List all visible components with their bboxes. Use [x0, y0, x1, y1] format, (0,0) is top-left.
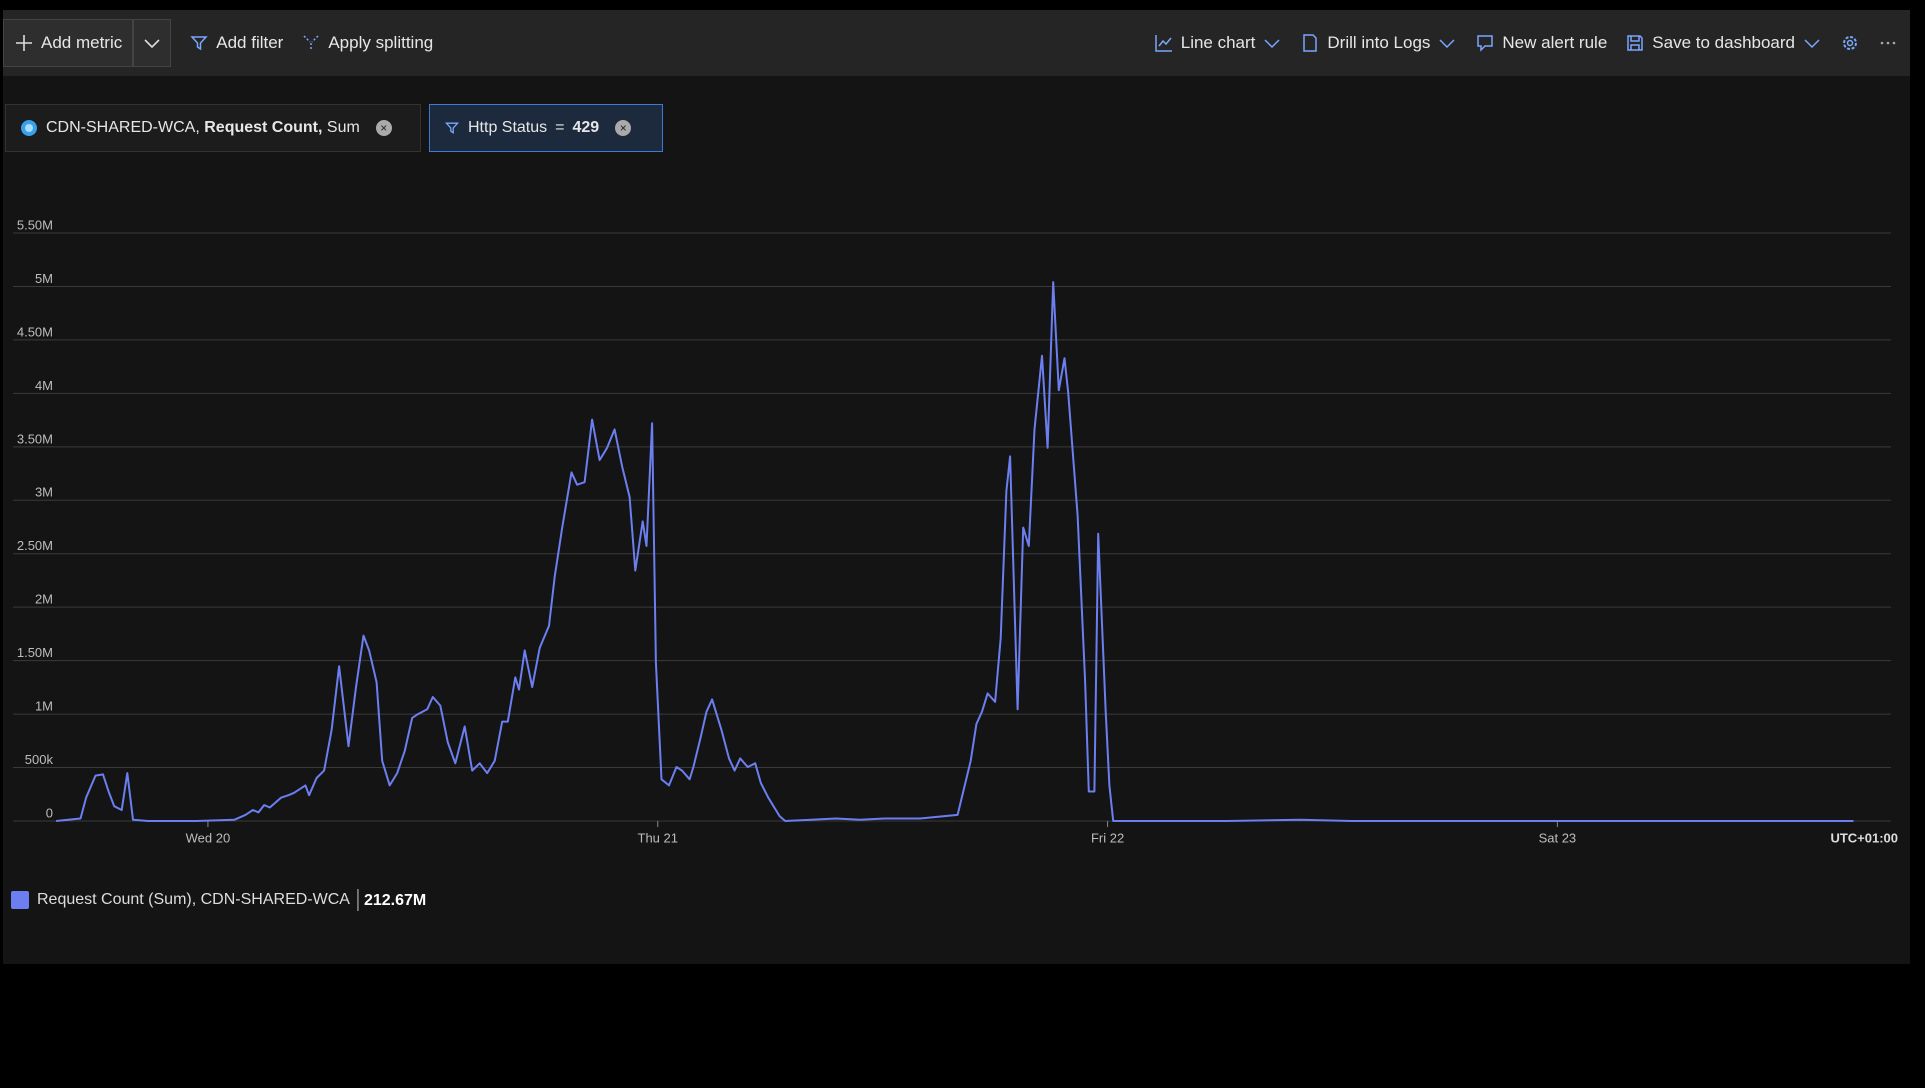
label: Line chart: [1180, 33, 1256, 52]
chevron: [1439, 39, 1455, 49]
x-tick-label: Sat 23: [1539, 830, 1577, 845]
x-tick-label: Wed 20: [186, 830, 231, 845]
label: Apply splitting: [328, 33, 434, 52]
timezone-label: UTC+01:00: [1830, 830, 1898, 845]
add-metric-button[interactable]: Add metric: [3, 19, 134, 67]
y-tick-label: 0: [46, 805, 53, 820]
more-button[interactable]: [1878, 33, 1898, 53]
y-tick-label: 5M: [35, 271, 53, 286]
label: New alert rule: [1502, 33, 1608, 52]
logs-icon: [1303, 34, 1318, 52]
resource: CDN-SHARED-WCA,: [46, 119, 200, 136]
legend-total: 212.67M: [364, 892, 426, 909]
filter-name: Http Status: [468, 119, 548, 136]
remove-filter[interactable]: ×: [615, 120, 632, 136]
filter-value: 429: [572, 119, 600, 136]
remove-metric[interactable]: ×: [375, 120, 392, 136]
apply-splitting-button[interactable]: Apply splitting: [301, 33, 433, 53]
label: Drill into Logs: [1327, 33, 1431, 52]
metrics-panel: Add metric Add filter Apply splitting Li…: [3, 10, 1910, 964]
metric-pill[interactable]: CDN-SHARED-WCA, Request Count, Sum ×: [5, 104, 421, 152]
metric: Request Count,: [204, 119, 323, 136]
new-alert-button[interactable]: New alert rule: [1475, 33, 1607, 53]
x-tick-label: Thu 21: [638, 830, 678, 845]
y-tick-label: 500k: [25, 752, 54, 767]
y-tick-label: 4.50M: [17, 324, 53, 339]
split-icon: [303, 35, 319, 51]
save-dashboard-button[interactable]: Save to dashboard: [1625, 33, 1822, 53]
filter-icon: [444, 122, 460, 134]
y-tick-label: 2M: [35, 592, 53, 607]
add-filter-button[interactable]: Add filter: [189, 33, 283, 53]
x-tick-label: Fri 22: [1091, 830, 1124, 845]
toolbar-right: Line chart Drill into Logs New alert rul…: [1136, 33, 1910, 53]
legend-name: Request Count (Sum), CDN-SHARED-WCA: [37, 891, 350, 908]
pill-text: CDN-SHARED-WCA, Request Count, Sum: [46, 119, 360, 137]
settings-button[interactable]: [1840, 33, 1860, 53]
chart: 0 500k 1M 1.50M 2M 2.50M 3M 3.50M 4M 4.50M 5M 5.50M…: [11, 217, 1898, 911]
chart-icon: [1154, 35, 1172, 52]
label: Add filter: [216, 33, 284, 52]
y-tick-label: 1.50M: [17, 645, 53, 660]
filter-pill[interactable]: Http Status = 429 ×: [429, 104, 663, 152]
y-tick-label: 3M: [35, 485, 53, 500]
dots-icon: [1880, 41, 1896, 45]
y-tick-label: 1M: [35, 699, 53, 714]
chevron: [144, 39, 160, 49]
y-tick-label: 5.50M: [17, 217, 53, 232]
resource-icon: [21, 120, 37, 136]
toolbar: Add metric Add filter Apply splitting Li…: [3, 10, 1910, 76]
chevron: [1804, 39, 1820, 49]
gear-icon: [1843, 36, 1857, 50]
y-tick-label: 3.50M: [17, 431, 53, 446]
legend-swatch: [11, 891, 29, 909]
y-tick-label: 2.50M: [17, 538, 53, 553]
y-tick-label: 4M: [35, 378, 53, 393]
alert-icon: [1477, 35, 1494, 52]
plus-icon: [16, 35, 32, 51]
label: Add metric: [41, 33, 123, 52]
line-chart-button[interactable]: Line chart: [1154, 33, 1283, 53]
aggregation: Sum: [326, 119, 360, 136]
filter-icon: [190, 36, 208, 51]
series-line: [55, 281, 1854, 822]
drill-logs-button[interactable]: Drill into Logs: [1300, 33, 1457, 53]
label: Save to dashboard: [1652, 33, 1795, 52]
filter-operator: =: [555, 119, 565, 136]
add-metric-dropdown[interactable]: [133, 19, 172, 67]
save-icon: [1627, 35, 1644, 51]
chevron: [1264, 39, 1280, 49]
